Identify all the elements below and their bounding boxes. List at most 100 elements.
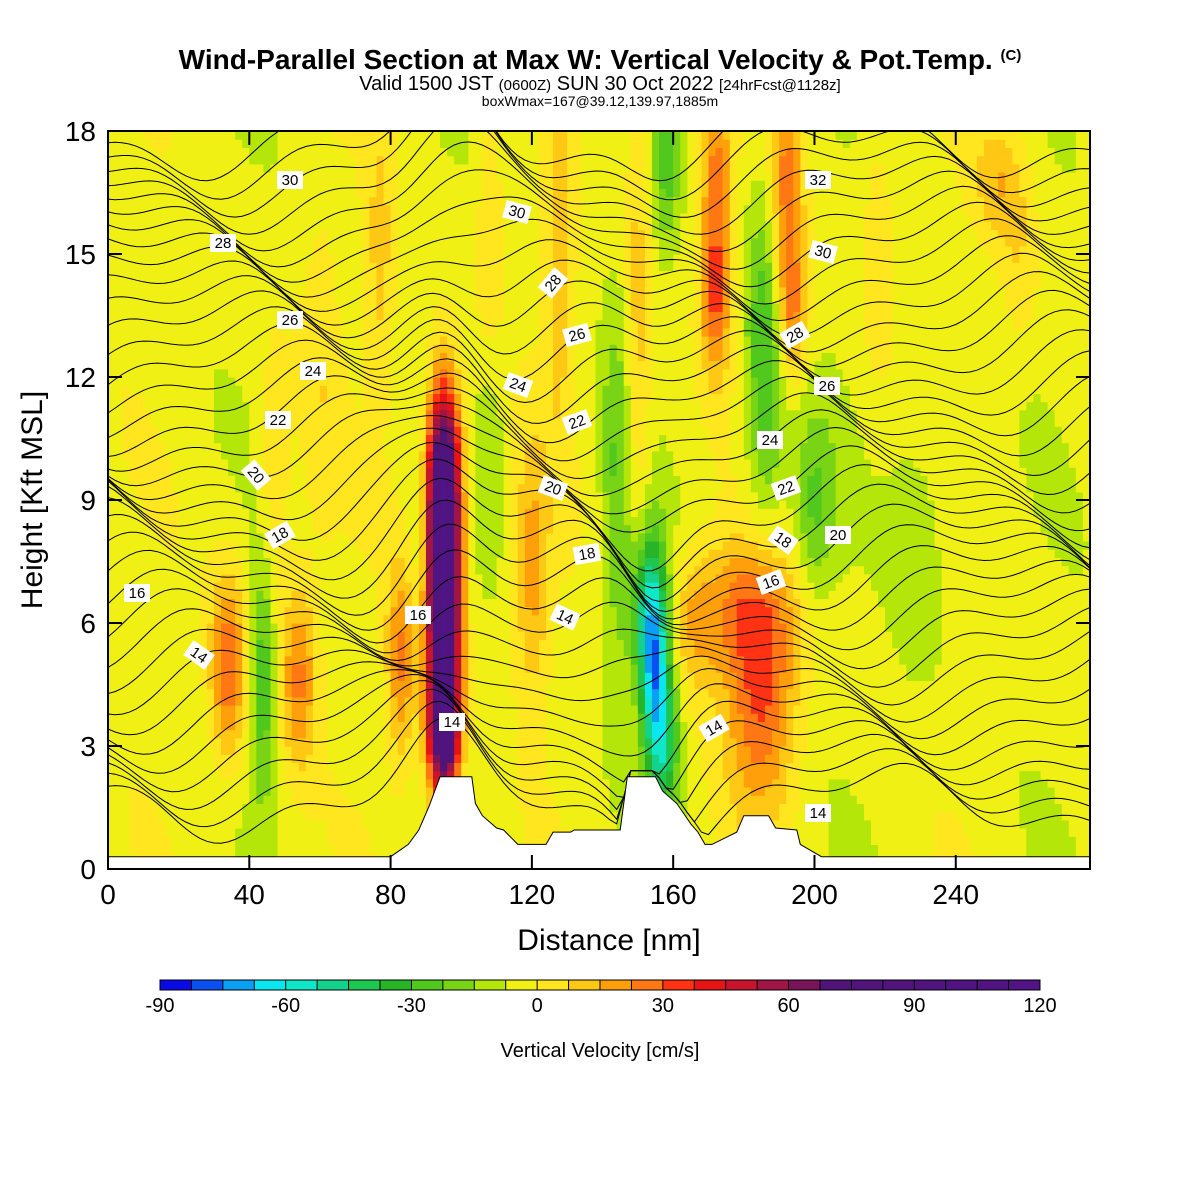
w-cell xyxy=(228,803,236,813)
w-cell xyxy=(150,737,159,747)
w-cell xyxy=(1012,729,1020,739)
w-cell xyxy=(136,647,144,657)
w-cell xyxy=(129,631,137,640)
w-cell xyxy=(319,803,328,813)
w-cell xyxy=(503,696,512,706)
w-cell xyxy=(461,746,469,755)
w-cell xyxy=(157,664,166,673)
w-cell xyxy=(122,631,130,640)
w-cell xyxy=(143,819,151,829)
w-cell xyxy=(913,811,922,821)
w-cell xyxy=(171,590,180,599)
w-cell xyxy=(531,647,540,657)
w-cell xyxy=(341,729,349,739)
w-cell xyxy=(814,844,823,854)
w-cell xyxy=(962,787,971,796)
w-cell xyxy=(235,655,243,665)
w-cell xyxy=(277,836,286,845)
w-cell xyxy=(355,598,363,608)
w-cell xyxy=(899,688,907,698)
w-cell xyxy=(729,713,738,722)
w-cell xyxy=(976,844,985,854)
w-cell xyxy=(722,770,731,780)
w-cell xyxy=(242,655,250,665)
w-cell xyxy=(334,836,342,845)
w-cell xyxy=(729,696,738,706)
w-cell xyxy=(1061,631,1070,640)
w-cell xyxy=(355,737,363,747)
w-cell xyxy=(319,836,328,845)
w-cell xyxy=(122,721,130,731)
w-cell xyxy=(129,705,137,714)
w-cell xyxy=(1026,762,1035,772)
w-cell xyxy=(404,647,413,657)
w-cell xyxy=(531,614,540,624)
w-cell xyxy=(588,754,597,763)
w-cell xyxy=(327,647,335,657)
w-cell xyxy=(213,836,222,845)
w-cell xyxy=(136,803,144,813)
w-cell xyxy=(228,844,236,854)
w-cell xyxy=(425,696,434,706)
w-cell xyxy=(1026,713,1035,722)
w-cell xyxy=(461,664,469,673)
w-cell xyxy=(701,647,710,657)
w-cell xyxy=(157,590,166,599)
w-cell xyxy=(390,639,399,649)
w-cell xyxy=(319,705,328,714)
w-cell xyxy=(263,787,272,796)
w-cell xyxy=(263,803,272,813)
w-cell xyxy=(369,598,378,608)
w-cell xyxy=(991,811,999,821)
w-cell xyxy=(984,696,992,706)
w-cell xyxy=(531,639,540,649)
w-cell xyxy=(757,795,766,804)
w-cell xyxy=(178,639,187,649)
w-cell xyxy=(383,778,392,788)
w-cell xyxy=(793,746,801,755)
w-cell xyxy=(567,688,575,698)
w-cell xyxy=(327,680,335,690)
w-cell xyxy=(934,680,943,690)
w-cell xyxy=(362,705,370,714)
w-cell xyxy=(708,778,717,788)
w-cell xyxy=(878,590,886,599)
w-cell xyxy=(680,664,688,673)
w-cell xyxy=(899,623,907,632)
w-cell xyxy=(489,680,498,690)
w-cell xyxy=(602,655,611,665)
w-cell xyxy=(454,631,462,640)
w-cell xyxy=(984,713,992,722)
w-cell xyxy=(623,573,632,583)
w-cell xyxy=(206,631,215,640)
w-cell xyxy=(800,590,809,599)
w-cell xyxy=(694,762,703,772)
w-cell xyxy=(327,836,335,845)
w-cell xyxy=(708,688,717,698)
w-cell xyxy=(192,819,201,829)
w-cell xyxy=(327,705,335,714)
w-cell xyxy=(270,787,279,796)
w-cell xyxy=(221,696,229,706)
w-cell xyxy=(1033,655,1042,665)
w-cell xyxy=(1040,672,1049,681)
w-cell xyxy=(447,631,455,640)
w-cell xyxy=(941,582,950,591)
w-cell xyxy=(355,811,363,821)
w-cell xyxy=(991,680,999,690)
w-cell xyxy=(878,811,886,821)
w-cell xyxy=(192,729,201,739)
w-cell xyxy=(991,631,999,640)
w-cell xyxy=(729,598,738,608)
w-cell xyxy=(432,582,441,591)
w-cell xyxy=(362,811,370,821)
w-cell xyxy=(454,754,462,763)
w-cell xyxy=(560,705,568,714)
w-cell xyxy=(969,828,978,837)
w-cell xyxy=(856,655,865,665)
w-cell xyxy=(878,614,886,624)
w-cell xyxy=(948,844,957,854)
w-cell xyxy=(432,688,441,698)
w-cell xyxy=(842,811,851,821)
w-cell xyxy=(397,680,406,690)
